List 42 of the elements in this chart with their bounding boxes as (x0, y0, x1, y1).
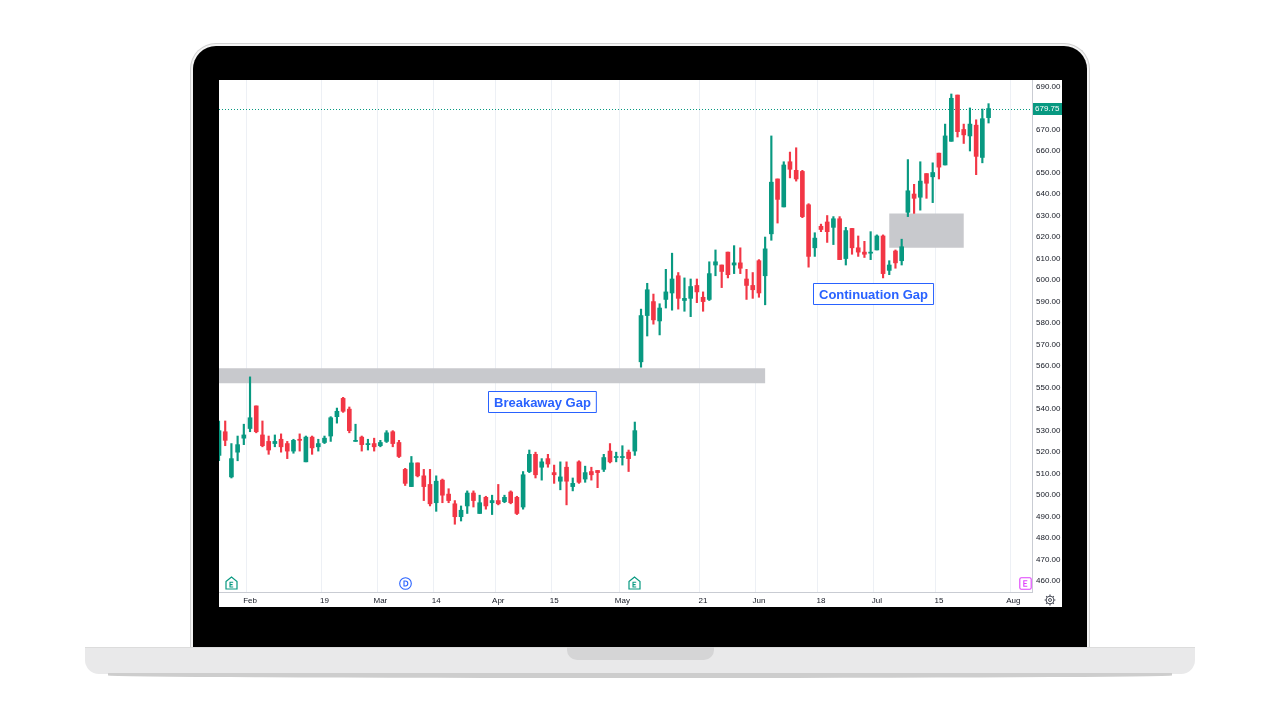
x-tick-label: Jun (752, 596, 766, 605)
y-tick-label: 610.00 (1036, 253, 1062, 263)
x-tick-label: 14 (431, 596, 442, 605)
y-tick-label: 560.00 (1036, 361, 1062, 371)
y-tick-label: 480.00 (1036, 533, 1062, 543)
y-tick-label: 570.00 (1036, 339, 1062, 349)
candlestick (353, 423, 358, 442)
y-tick-label: 580.00 (1036, 318, 1062, 328)
y-tick-label: 630.00 (1036, 210, 1062, 220)
y-tick-label: 540.00 (1036, 404, 1062, 414)
y-tick-label: 530.00 (1036, 425, 1062, 435)
band-label: Continuation Gap (819, 286, 929, 302)
x-tick-label: 15 (934, 596, 944, 605)
y-tick-label: 640.00 (1036, 189, 1062, 199)
x-tick-label: May (614, 596, 630, 605)
y-tick-label: 460.00 (1036, 576, 1062, 586)
ref-line-label: 679.75 (1035, 104, 1061, 114)
y-tick-label: 690.00 (1036, 81, 1062, 91)
candlestick (713, 249, 718, 277)
y-tick-label: 600.00 (1036, 275, 1062, 285)
y-tick-label: 670.00 (1036, 124, 1062, 134)
x-tick-label: Jul (871, 596, 883, 605)
y-tick-label: 550.00 (1036, 382, 1062, 392)
y-tick-label: 470.00 (1036, 554, 1062, 564)
y-tick-label: 510.00 (1036, 468, 1062, 478)
x-tick-label: Apr (492, 596, 505, 605)
y-tick-label: 520.00 (1036, 447, 1062, 457)
x-tick-label: 19 (320, 596, 330, 605)
y-tick-label: 660.00 (1036, 146, 1062, 156)
x-tick-label: 21 (698, 596, 709, 605)
x-tick-label: Aug (1006, 596, 1021, 605)
x-tick-label: 18 (816, 596, 826, 605)
candlestick (862, 241, 867, 258)
band-label: Breakaway Gap (493, 394, 591, 410)
x-tick-label: Feb (243, 596, 258, 605)
x-tick-label: Mar (373, 596, 388, 605)
y-tick-label: 650.00 (1036, 167, 1062, 177)
y-tick-label: 590.00 (1036, 296, 1062, 306)
x-tick-label: 15 (549, 596, 560, 605)
y-tick-label: 490.00 (1036, 511, 1062, 521)
y-tick-label: 620.00 (1036, 232, 1062, 242)
y-tick-label: 500.00 (1036, 490, 1062, 500)
